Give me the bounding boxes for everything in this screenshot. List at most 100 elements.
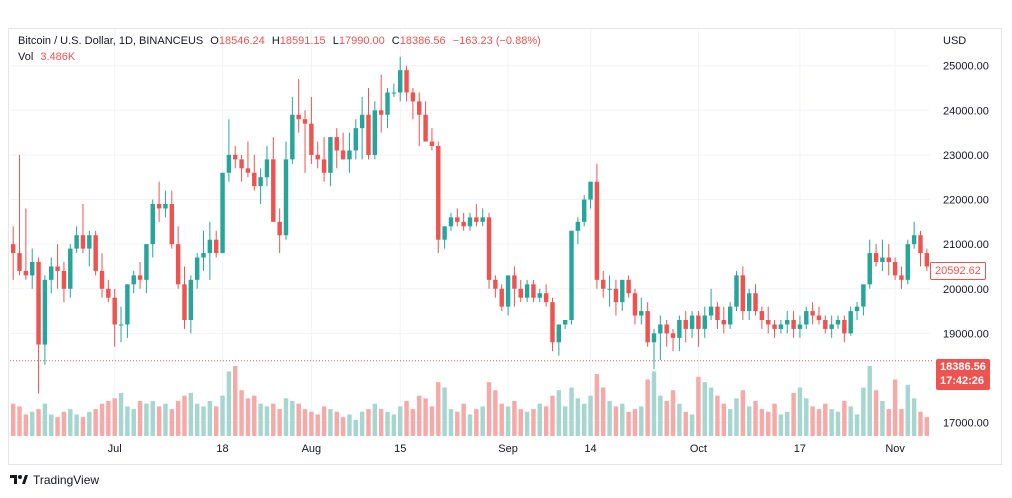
- candle-body: [455, 217, 460, 222]
- candle-body: [328, 137, 333, 173]
- candle-body: [87, 235, 92, 249]
- volume-bar: [842, 401, 847, 436]
- candle-body: [366, 114, 371, 155]
- candle-body: [61, 270, 67, 289]
- volume-bar: [271, 403, 276, 436]
- volume-bar: [391, 414, 397, 436]
- candle-body: [10, 244, 16, 254]
- volume-bar: [340, 417, 346, 436]
- candle-body: [778, 324, 784, 329]
- candle-body: [175, 244, 181, 285]
- candle-body: [347, 150, 352, 160]
- candle-body: [93, 235, 98, 271]
- candle-body: [125, 284, 130, 325]
- ohlc-close-label: C: [391, 35, 400, 47]
- volume-bar: [87, 411, 92, 436]
- time-tick-label: Sep: [498, 443, 518, 455]
- volume-bar: [518, 409, 523, 436]
- volume-bar: [442, 387, 447, 436]
- candle-body: [493, 279, 498, 289]
- candle-body: [207, 239, 213, 254]
- volume-bar: [892, 379, 898, 436]
- candle-body: [531, 284, 536, 298]
- volume-bar: [753, 401, 758, 436]
- volume-bar: [620, 403, 625, 436]
- candle-body: [785, 320, 790, 325]
- volume-label[interactable]: Vol: [18, 51, 34, 63]
- candle-body: [99, 270, 105, 289]
- volume-bar: [112, 398, 117, 436]
- candle-body: [842, 320, 847, 334]
- volume-bar: [880, 401, 885, 436]
- volume-bar: [156, 406, 162, 436]
- volume-bar: [867, 366, 872, 436]
- candle-body: [702, 315, 707, 329]
- candle-body: [182, 284, 187, 320]
- volume-bar: [696, 376, 701, 436]
- symbol-title[interactable]: Bitcoin / U.S. Dollar, 1D, BINANCEUS: [18, 35, 204, 47]
- candle-body: [829, 324, 834, 329]
- volume-bar: [550, 395, 555, 436]
- candle-body: [378, 110, 384, 115]
- candle-body: [252, 172, 257, 187]
- volume-bar: [353, 419, 359, 436]
- volume-bar: [778, 414, 784, 436]
- volume-bar: [347, 414, 352, 436]
- volume-bar: [702, 382, 707, 436]
- candle-body: [651, 333, 657, 343]
- candle-body: [163, 204, 168, 209]
- volume-bar: [651, 371, 657, 436]
- candle-body: [271, 159, 276, 222]
- candle-body: [886, 257, 891, 262]
- candle-body: [233, 154, 238, 160]
- volume-bar: [334, 411, 339, 436]
- volume-bar: [366, 409, 371, 436]
- volume-bar: [861, 387, 866, 436]
- candle-body: [112, 297, 117, 325]
- volume-bar: [17, 406, 22, 436]
- volume-bar: [315, 414, 320, 436]
- candle-body: [68, 248, 73, 289]
- candle-body: [715, 306, 720, 320]
- candle-body: [543, 293, 549, 303]
- price-tick-label: 25000.00: [943, 61, 989, 73]
- volume-bar: [829, 409, 834, 436]
- candle-body: [410, 92, 416, 102]
- time-axis[interactable]: Jul 18 Aug 15 Sep 14 Oct 17 Nov: [108, 443, 906, 455]
- volume-bar: [213, 406, 219, 436]
- candle-body: [42, 279, 48, 345]
- volume-bar: [245, 398, 251, 436]
- axis-unit-label: USD: [943, 35, 966, 47]
- candle-body: [391, 92, 397, 94]
- candle-body: [106, 288, 111, 298]
- volume-bar: [290, 401, 295, 436]
- ohlc-high-label: H: [271, 35, 280, 47]
- price-tick-label: 20000.00: [943, 284, 989, 296]
- candle-body: [518, 288, 523, 298]
- volume-bar: [23, 414, 29, 436]
- volume-bar: [277, 409, 282, 436]
- volume-bar: [499, 403, 504, 436]
- candle-body: [417, 101, 422, 115]
- volume-bar: [645, 379, 650, 436]
- volume-bar: [106, 401, 111, 436]
- candle-body: [658, 324, 663, 334]
- candle-body: [677, 320, 682, 338]
- candle-body: [397, 70, 403, 93]
- candle-body: [213, 239, 219, 254]
- volume-bar: [924, 417, 930, 436]
- candle-body: [461, 221, 466, 227]
- volume-bar: [144, 403, 149, 436]
- price-tick-label: 19000.00: [943, 328, 989, 340]
- volume-bar: [252, 395, 257, 436]
- tradingview-brand[interactable]: TradingView: [10, 473, 99, 487]
- candle-body: [239, 159, 244, 169]
- candle-body: [816, 315, 822, 320]
- price-axis[interactable]: USD 25000.00 24000.00 23000.00 22000.00 21000…: [943, 35, 989, 430]
- volume-bar: [823, 403, 828, 436]
- volume-bar: [689, 414, 695, 436]
- volume-bar: [36, 409, 41, 436]
- candle-body: [562, 320, 568, 325]
- volume-bar: [448, 409, 454, 436]
